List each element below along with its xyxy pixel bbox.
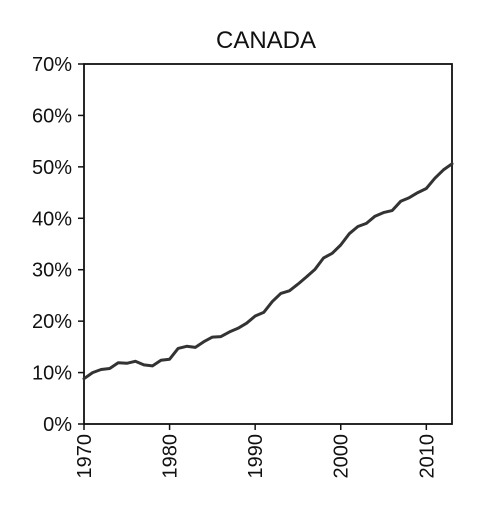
x-tick-label: 2010	[416, 434, 438, 479]
x-tick-label: 1980	[160, 434, 182, 479]
y-tick-label: 10%	[32, 363, 72, 385]
series-line	[82, 162, 454, 381]
y-tick-label: 20%	[32, 311, 72, 333]
y-tick-label: 0%	[43, 414, 72, 436]
x-axis: 1970 1980 1990 2000 2010	[74, 424, 438, 479]
y-tick-label: 70%	[32, 54, 72, 76]
x-tick-label: 2000	[331, 434, 353, 479]
y-tick-label: 60%	[32, 105, 72, 127]
chart-title: CANADA	[216, 27, 316, 54]
y-tick-label: 30%	[32, 260, 72, 282]
plot-area	[82, 162, 454, 381]
x-tick-label: 1990	[245, 434, 267, 479]
plot-frame	[83, 63, 453, 425]
x-tick-label: 1970	[74, 434, 96, 479]
y-tick-label: 40%	[32, 208, 72, 230]
y-axis: 0% 10% 20% 30% 40% 50% 60% 70%	[32, 54, 84, 436]
y-tick-label: 50%	[32, 157, 72, 179]
